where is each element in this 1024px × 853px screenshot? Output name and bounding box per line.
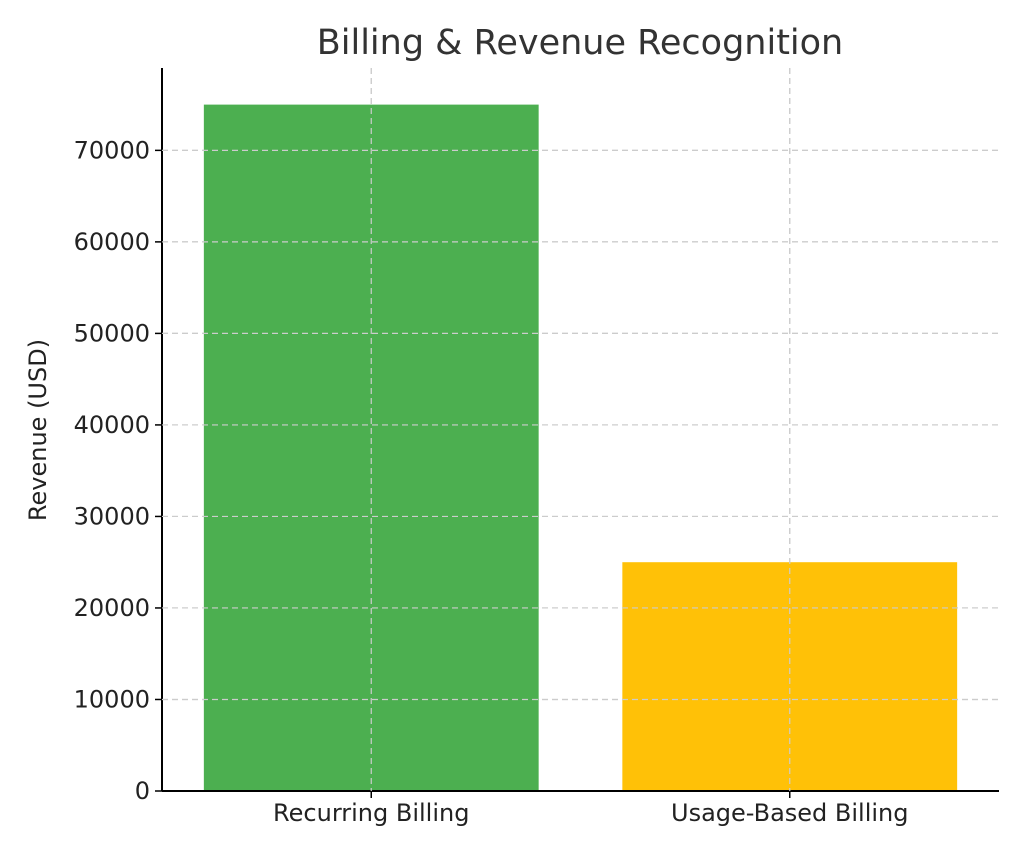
x-tick-label: Usage-Based Billing — [671, 799, 908, 827]
y-tick-label: 10000 — [74, 685, 150, 713]
chart-title: Billing & Revenue Recognition — [317, 23, 844, 63]
y-tick-label: 0 — [135, 777, 150, 805]
y-axis-label: Revenue (USD) — [24, 339, 52, 521]
bar — [622, 562, 958, 791]
y-tick-label: 70000 — [74, 136, 150, 164]
y-tick-label: 50000 — [74, 319, 150, 347]
y-tick-label: 20000 — [74, 594, 150, 622]
y-tick-label: 30000 — [74, 502, 150, 530]
y-tick-label: 60000 — [74, 228, 150, 256]
axes — [161, 68, 999, 792]
x-tick-label: Recurring Billing — [273, 799, 469, 827]
x-ticks: Recurring Billing Usage-Based Billing — [162, 68, 999, 827]
y-ticks: 0 10000 20000 30000 40000 50000 60000 70000 — [74, 136, 162, 805]
bars — [203, 104, 958, 791]
y-tick-label: 40000 — [74, 411, 150, 439]
